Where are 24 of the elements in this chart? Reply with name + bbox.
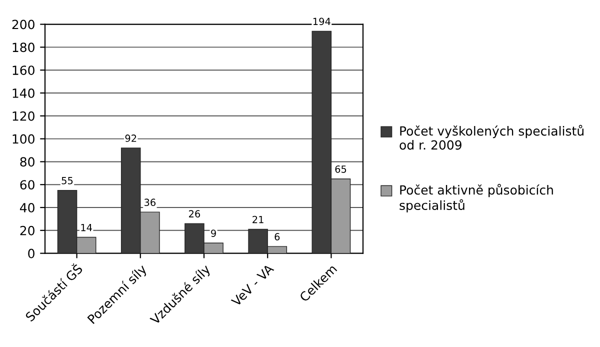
data-label: 194 (313, 18, 330, 26)
data-label: 36 (144, 198, 156, 206)
y-tick-label: 140 (12, 88, 34, 98)
y-tick-label: 80 (20, 157, 34, 167)
y-tick-label: 60 (20, 180, 34, 190)
y-tick-label: 0 (28, 248, 34, 258)
data-label: 6 (274, 233, 280, 240)
y-tick-label: 180 (12, 42, 34, 52)
data-label: 9 (211, 230, 216, 237)
y-tick-label: 120 (12, 111, 34, 121)
legend-label: Počet aktivně působicích specialistů (400, 184, 553, 212)
x-tick-label: VeV - VA (230, 263, 274, 307)
data-label: 26 (188, 210, 200, 218)
y-tick-label: 100 (12, 134, 34, 144)
y-tick-label: 20 (20, 226, 34, 236)
y-tick-label: 160 (12, 66, 34, 76)
data-label: 21 (252, 216, 264, 224)
data-label: 65 (335, 165, 346, 173)
data-label: 14 (81, 224, 92, 232)
data-label: 55 (62, 177, 73, 184)
data-label: 92 (125, 134, 136, 142)
y-tick-label: 40 (20, 202, 34, 212)
legend-label: Počet vyškolených specialistů od r. 2009 (400, 124, 584, 150)
y-tick-label: 200 (12, 20, 34, 30)
